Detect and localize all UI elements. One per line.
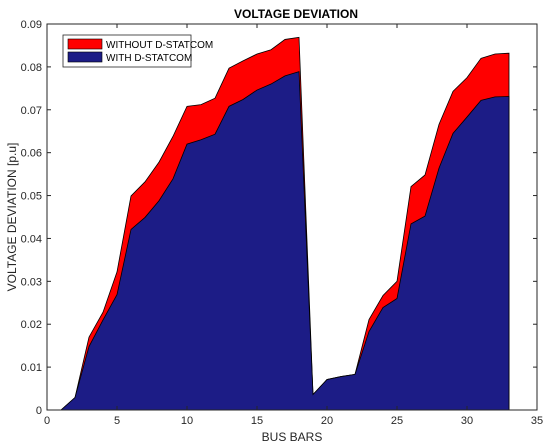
x-tick-label: 30 — [461, 415, 473, 427]
axes-box — [46, 23, 538, 411]
legend-label-without-dstatcom: WITHOUT D-STATCOM — [106, 40, 213, 51]
x-tick-label: 0 — [44, 415, 50, 427]
y-axis-label: VOLTAGE DEVIATION [p.u] — [5, 143, 19, 292]
legend-swatch-without-dstatcom — [67, 38, 103, 50]
x-tick-label: 5 — [114, 415, 120, 427]
y-axis-ticks: 0 0.01 0.02 0.03 0.04 0.05 0.06 0.07 0.08 0.09 — [21, 19, 537, 417]
plot-area: 0 5 10 15 20 25 30 35 0 0.01 0.02 0.03 0.04 0.05 0.06… — [21, 19, 544, 427]
y-tick-label: 0.07 — [21, 105, 42, 117]
y-tick-label: 0.09 — [21, 19, 42, 31]
y-tick-label: 0.03 — [21, 276, 42, 288]
y-tick-label: 0.01 — [21, 362, 42, 374]
y-tick-label: 0 — [36, 405, 42, 417]
y-tick-label: 0.08 — [21, 62, 42, 74]
x-tick-label: 20 — [321, 415, 333, 427]
legend-label-with-dstatcom: WITH D-STATCOM — [106, 53, 192, 64]
y-tick-label: 0.06 — [21, 148, 42, 160]
x-axis-label: BUS BARS — [262, 430, 323, 444]
area-series-1 — [59, 71, 510, 411]
x-tick-label: 15 — [251, 415, 263, 427]
chart-title: VOLTAGE DEVIATION — [234, 7, 358, 21]
x-tick-label: 35 — [531, 415, 543, 427]
y-tick-label: 0.04 — [21, 233, 42, 245]
legend: WITHOUT D-STATCOM WITH D-STATCOM — [62, 34, 213, 68]
series-layer — [59, 36, 510, 411]
x-tick-label: 25 — [391, 415, 403, 427]
y-tick-label: 0.05 — [21, 191, 42, 203]
x-tick-label: 10 — [181, 415, 193, 427]
y-tick-label: 0.02 — [21, 319, 42, 331]
x-axis-ticks: 0 5 10 15 20 25 30 35 — [44, 24, 543, 427]
legend-swatch-with-dstatcom — [67, 51, 103, 63]
